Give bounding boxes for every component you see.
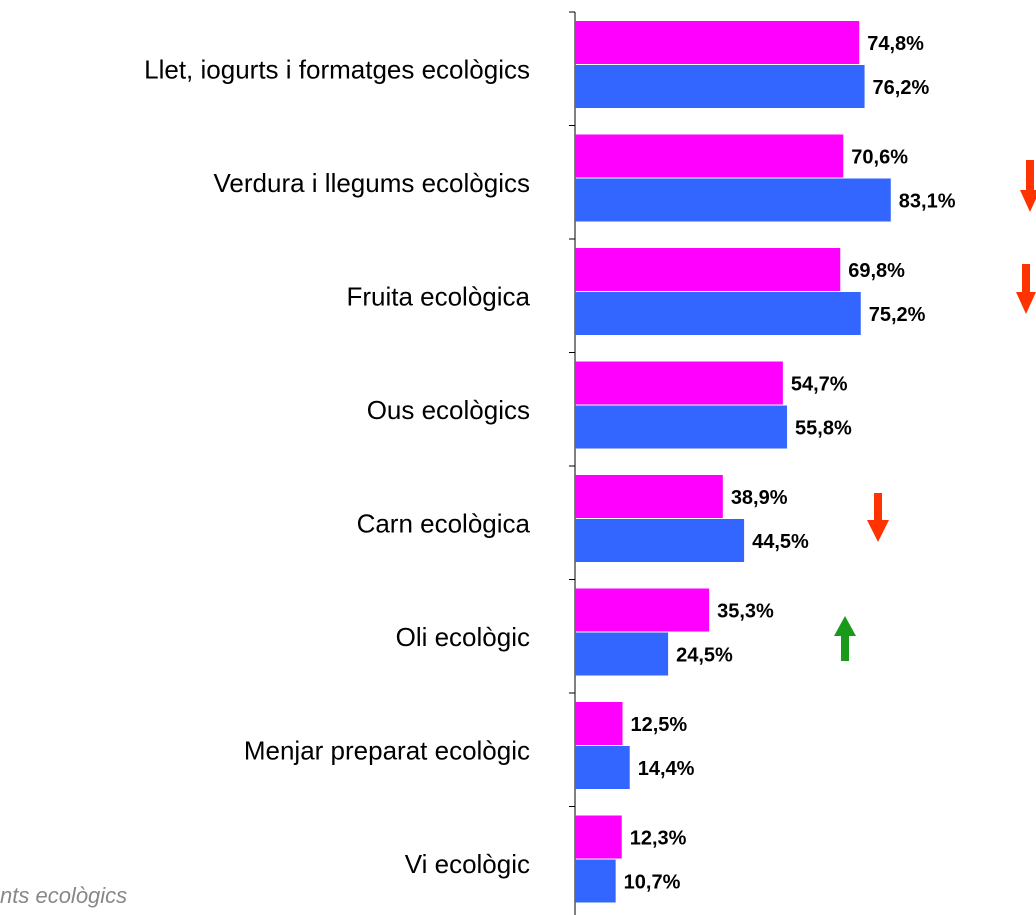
value-label: 74,8% — [867, 33, 924, 55]
bar — [575, 65, 865, 108]
bar — [575, 405, 788, 449]
bar — [575, 292, 861, 335]
value-label: 10,7% — [624, 871, 681, 893]
value-label: 12,3% — [630, 827, 687, 849]
value-label: 69,8% — [848, 260, 905, 282]
bar — [575, 859, 616, 903]
value-label: 54,7% — [791, 373, 848, 395]
category-label: Llet, iogurts i formatges ecològics — [144, 55, 530, 85]
bar — [575, 178, 891, 222]
bar — [575, 475, 723, 518]
down-arrow — [1016, 264, 1036, 314]
value-label: 38,9% — [731, 487, 788, 509]
value-label: 24,5% — [676, 644, 733, 666]
category-label: Carn ecològica — [357, 509, 531, 539]
value-label: 14,4% — [638, 758, 695, 780]
category-label: Verdura i llegums ecològics — [214, 168, 531, 198]
bar — [575, 248, 841, 291]
value-label: 83,1% — [899, 190, 956, 212]
bar — [575, 588, 710, 632]
bar — [575, 746, 630, 789]
bar — [575, 632, 669, 676]
category-label: Oli ecològic — [396, 622, 530, 652]
value-label: 76,2% — [873, 77, 930, 99]
bar — [575, 21, 860, 64]
category-label: Fruita ecològica — [346, 282, 530, 312]
value-label: 70,6% — [851, 146, 908, 168]
down-arrow — [867, 493, 889, 542]
footnote: nts ecològics — [0, 883, 127, 908]
bar — [575, 702, 623, 745]
value-label: 12,5% — [631, 714, 688, 736]
up-arrow — [834, 616, 856, 661]
bar — [575, 815, 622, 859]
value-label: 35,3% — [717, 600, 774, 622]
bar — [575, 134, 844, 178]
down-arrow — [1020, 160, 1036, 212]
bar — [575, 519, 745, 562]
bar — [575, 361, 783, 405]
value-label: 44,5% — [752, 531, 809, 553]
value-label: 55,8% — [795, 417, 852, 439]
value-label: 75,2% — [869, 304, 926, 326]
category-label: Ous ecològics — [367, 395, 530, 425]
category-label: Vi ecològic — [405, 849, 530, 879]
category-label: Menjar preparat ecològic — [244, 736, 530, 766]
